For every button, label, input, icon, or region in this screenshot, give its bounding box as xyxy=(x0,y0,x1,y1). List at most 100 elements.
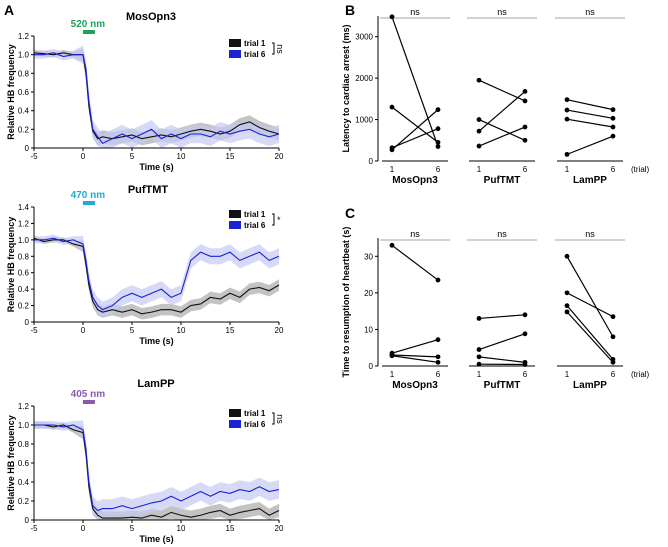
panel-letter-b: B xyxy=(345,2,355,18)
trial-axis-label: (trial) xyxy=(631,370,650,379)
y-tick-label: 2000 xyxy=(355,74,373,83)
data-point-trial-1 xyxy=(476,354,482,360)
trial-label: 1 xyxy=(390,370,395,379)
pair-line xyxy=(391,128,439,149)
chart-title: LamPP xyxy=(137,378,174,390)
x-tick-label: 5 xyxy=(130,524,135,533)
data-point-trial-1 xyxy=(564,253,570,259)
pair-line xyxy=(566,118,614,128)
y-tick-label: 0.6 xyxy=(18,269,30,278)
y-tick-label: 10 xyxy=(364,325,373,334)
data-point-trial-6 xyxy=(610,124,616,130)
pair-line xyxy=(566,305,614,360)
x-tick-label: 0 xyxy=(81,152,86,161)
legend-entry: trial 1 xyxy=(244,39,266,48)
trial-label: 6 xyxy=(611,165,616,174)
chart-title: MosOpn3 xyxy=(126,11,176,23)
y-tick-label: 1.4 xyxy=(18,203,30,212)
y-tick-label: 1.2 xyxy=(18,402,30,411)
data-point-trial-6 xyxy=(522,124,528,130)
x-tick-label: 5 xyxy=(130,326,135,335)
y-tick-label: 0.4 xyxy=(18,478,30,487)
group-label: LamPP xyxy=(573,175,607,186)
significance-label: ns xyxy=(410,229,420,239)
error-band-trial-1 xyxy=(34,235,279,320)
legend-entry: trial 1 xyxy=(244,210,266,219)
x-tick-label: -5 xyxy=(30,152,38,161)
series-line-trial-6 xyxy=(34,237,280,311)
data-point-trial-6 xyxy=(435,144,441,149)
y-tick-label: 0 xyxy=(369,362,374,371)
data-point-trial-6 xyxy=(435,139,441,145)
y-axis-label: Relative HB frequency xyxy=(6,415,16,511)
data-point-trial-1 xyxy=(564,309,570,315)
y-tick-label: 0.8 xyxy=(18,440,30,449)
data-point-trial-6 xyxy=(435,359,441,365)
pair-line xyxy=(391,339,439,354)
pair-line xyxy=(478,90,526,132)
legend-swatch xyxy=(229,409,241,417)
data-point-trial-6 xyxy=(610,115,616,121)
data-point-trial-1 xyxy=(476,316,482,321)
x-tick-label: 10 xyxy=(177,152,186,161)
stimulus-bar xyxy=(82,30,95,34)
group-lampp: ns 1 6 LamPP xyxy=(555,7,625,186)
significance-bracket xyxy=(272,213,275,226)
trial-label: 6 xyxy=(523,370,528,379)
data-point-trial-1 xyxy=(389,242,395,248)
y-tick-label: 0.4 xyxy=(18,107,30,116)
y-tick-label: 0.8 xyxy=(18,69,30,78)
pair-line xyxy=(566,109,614,119)
data-point-trial-6 xyxy=(522,312,528,318)
x-tick-label: -5 xyxy=(30,326,38,335)
stimulus-bar xyxy=(82,400,95,404)
error-band-trial-6 xyxy=(34,234,279,318)
panel-letter-c: C xyxy=(345,205,355,221)
data-point-trial-6 xyxy=(522,331,528,337)
data-point-trial-1 xyxy=(476,143,482,149)
legend-swatch xyxy=(229,420,241,428)
data-point-trial-6 xyxy=(522,89,528,94)
significance-label: ns xyxy=(497,229,507,239)
stimulus-label: 470 nm xyxy=(71,190,106,201)
pair-line xyxy=(478,119,526,141)
x-tick-label: 20 xyxy=(275,152,284,161)
data-point-trial-1 xyxy=(389,14,395,20)
data-point-trial-1 xyxy=(389,147,395,153)
legend-swatch xyxy=(229,210,241,218)
data-point-trial-1 xyxy=(476,361,482,367)
x-axis-label: Time (s) xyxy=(139,336,173,346)
data-point-trial-6 xyxy=(435,107,441,113)
legend-swatch xyxy=(229,50,241,58)
data-point-trial-1 xyxy=(564,303,570,309)
legend-entry: trial 6 xyxy=(244,420,266,429)
panel-letter-a: A xyxy=(4,2,14,18)
x-tick-label: 10 xyxy=(177,524,186,533)
x-tick-label: 10 xyxy=(177,326,186,335)
y-tick-label: 1.0 xyxy=(18,421,30,430)
group-label: MosOpn3 xyxy=(392,380,438,391)
data-point-trial-6 xyxy=(522,137,528,143)
trial-label: 1 xyxy=(565,370,570,379)
x-axis-label: Time (s) xyxy=(139,162,173,172)
data-point-trial-1 xyxy=(564,107,570,113)
paired-chart-b: 0 1000 2000 3000 Latency to cardiac arrest (… xyxy=(341,7,650,186)
pair-line xyxy=(566,135,614,155)
x-tick-label: 15 xyxy=(226,326,235,335)
x-tick-label: 15 xyxy=(226,524,235,533)
y-tick-label: 1.0 xyxy=(18,236,30,245)
series-line-trial-1 xyxy=(33,237,280,315)
data-point-trial-6 xyxy=(435,354,441,360)
pair-line xyxy=(566,255,614,338)
data-point-trial-1 xyxy=(564,290,570,296)
pair-line xyxy=(391,109,439,151)
pair-line xyxy=(391,355,439,363)
y-axis-label: Time to resumption of heartbeat (s) xyxy=(341,227,351,378)
series-line-trial-1 xyxy=(34,424,280,519)
significance-bracket xyxy=(272,42,275,55)
significance-label: * xyxy=(277,215,281,225)
significance-label: ns xyxy=(585,7,595,17)
